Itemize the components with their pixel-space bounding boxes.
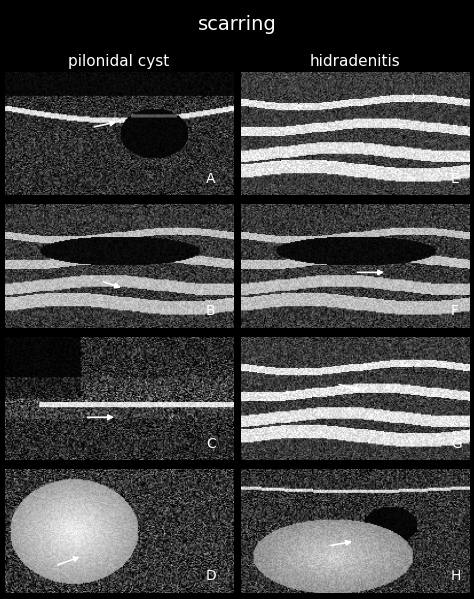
- Text: scarring: scarring: [198, 15, 276, 34]
- Text: C: C: [206, 437, 216, 450]
- Text: B: B: [206, 304, 216, 318]
- Text: H: H: [451, 569, 461, 583]
- Text: A: A: [206, 171, 216, 186]
- Text: E: E: [451, 171, 460, 186]
- Text: pilonidal cyst: pilonidal cyst: [68, 54, 170, 69]
- Text: hidradenitis: hidradenitis: [310, 54, 400, 69]
- Text: G: G: [451, 437, 462, 450]
- Text: F: F: [451, 304, 459, 318]
- Text: D: D: [206, 569, 217, 583]
